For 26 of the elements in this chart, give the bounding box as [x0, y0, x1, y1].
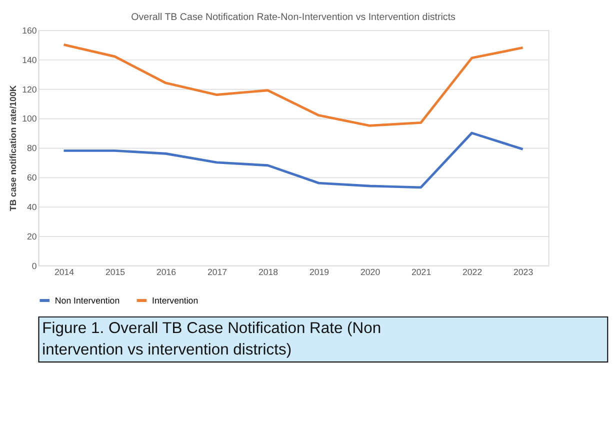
x-tick-label: 2021 — [411, 266, 432, 277]
x-tick-label: 2023 — [514, 266, 534, 277]
line-series — [62, 132, 524, 189]
x-tick-label: 2014 — [54, 266, 74, 277]
x-tick-label: 2016 — [156, 266, 176, 277]
chart-title: Overall TB Case Notification Rate-Non-Intervention vs Intervention districts — [131, 12, 456, 24]
x-tick-label: 2015 — [105, 266, 126, 277]
x-tick-label: 2022 — [462, 266, 482, 277]
y-axis-title: TB case notification rate/100K — [8, 84, 18, 212]
x-tick-label: 2018 — [258, 266, 278, 277]
y-tick-label: 80 — [26, 143, 37, 154]
line-series — [62, 44, 524, 127]
x-tick-label: 2020 — [360, 266, 380, 277]
y-tick-label: 0 — [32, 260, 37, 271]
y-tick-label: 100 — [22, 114, 37, 124]
y-tick-label: 20 — [26, 231, 37, 242]
y-tick-label: 60 — [26, 172, 37, 183]
y-tick-label: 120 — [22, 84, 37, 94]
legend-label: Intervention — [152, 295, 198, 306]
caption: Figure 1. Overall TB Case Notification Rate (Non intervention vs intervention districts) — [42, 320, 382, 359]
y-tick-label: 160 — [22, 25, 37, 36]
x-tick-label: 2019 — [309, 266, 330, 277]
x-tick-label: 2017 — [207, 266, 228, 277]
legend-label: Non Intervention — [54, 295, 120, 306]
y-tick-label: 40 — [26, 202, 37, 212]
y-tick-label: 140 — [22, 54, 37, 65]
